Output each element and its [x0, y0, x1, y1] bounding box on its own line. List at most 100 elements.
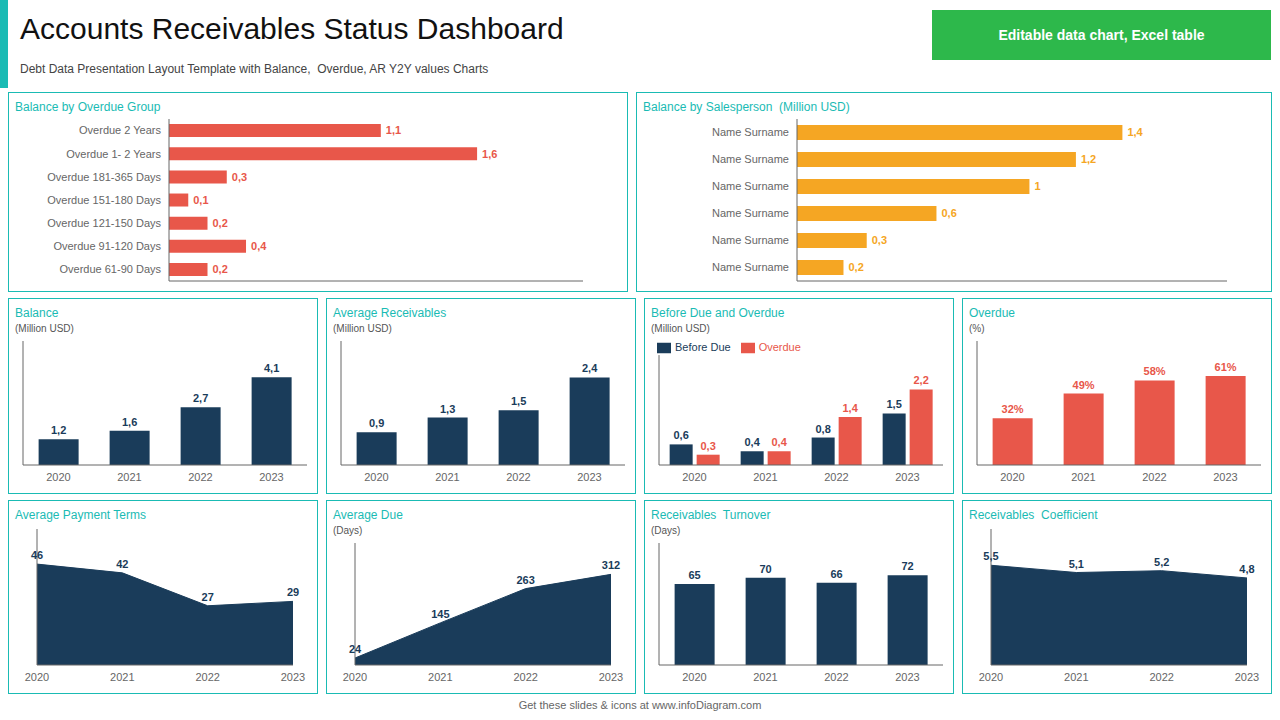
- svg-text:4,1: 4,1: [264, 362, 279, 374]
- svg-text:1,4: 1,4: [1127, 126, 1143, 138]
- svg-text:2020: 2020: [1000, 471, 1024, 483]
- svg-text:Overdue 2 Years: Overdue 2 Years: [79, 124, 161, 136]
- svg-text:2020: 2020: [682, 471, 706, 483]
- svg-text:Overdue 1- 2 Years: Overdue 1- 2 Years: [66, 148, 161, 160]
- svg-text:2021: 2021: [435, 471, 459, 483]
- svg-text:2023: 2023: [1213, 471, 1237, 483]
- svg-text:2021: 2021: [753, 471, 777, 483]
- svg-text:1,6: 1,6: [482, 148, 497, 160]
- svg-text:29: 29: [287, 586, 299, 598]
- svg-text:Name Surname: Name Surname: [712, 234, 789, 246]
- svg-text:Name Surname: Name Surname: [712, 153, 789, 165]
- svg-text:2023: 2023: [895, 671, 919, 683]
- svg-text:0,2: 0,2: [213, 217, 228, 229]
- svg-text:0,4: 0,4: [251, 240, 267, 252]
- html-text:Balance by Overdue Group: Balance by Overdue Group: [15, 100, 161, 114]
- svg-text:1,2: 1,2: [51, 424, 66, 436]
- svg-text:Overdue 181-365 Days: Overdue 181-365 Days: [47, 171, 161, 183]
- svg-text:46: 46: [31, 549, 43, 561]
- svg-text:2,4: 2,4: [582, 362, 598, 374]
- svg-text:0,2: 0,2: [213, 263, 228, 275]
- svg-text:5,5: 5,5: [983, 550, 998, 562]
- svg-text:2021: 2021: [110, 671, 134, 683]
- svg-text:49%: 49%: [1073, 379, 1095, 391]
- svg-text:145: 145: [431, 608, 449, 620]
- svg-text:2020: 2020: [46, 471, 70, 483]
- svg-text:1: 1: [1034, 180, 1040, 192]
- svg-text:2022: 2022: [1142, 471, 1166, 483]
- svg-text:0,6: 0,6: [674, 429, 689, 441]
- svg-text:27: 27: [202, 591, 214, 603]
- html-text:Accounts Receivables Status Da: Accounts Receivables Status Dashboard: [20, 12, 564, 45]
- svg-text:2023: 2023: [259, 471, 283, 483]
- svg-text:2022: 2022: [188, 471, 212, 483]
- svg-text:2021: 2021: [1071, 471, 1095, 483]
- svg-text:0,4: 0,4: [772, 436, 788, 448]
- svg-text:4,8: 4,8: [1239, 563, 1254, 575]
- svg-text:2023: 2023: [1235, 671, 1259, 683]
- svg-text:2020: 2020: [25, 671, 49, 683]
- html-text:Balance: Balance: [15, 306, 59, 320]
- svg-text:1,5: 1,5: [887, 398, 902, 410]
- svg-text:5,2: 5,2: [1154, 556, 1169, 568]
- svg-text:0,9: 0,9: [369, 417, 384, 429]
- html-text:Debt Data Presentation Layout: Debt Data Presentation Layout Template w…: [20, 62, 489, 76]
- svg-text:72: 72: [901, 560, 913, 572]
- svg-text:2022: 2022: [824, 471, 848, 483]
- svg-text:32%: 32%: [1002, 403, 1024, 415]
- svg-text:Name Surname: Name Surname: [712, 207, 789, 219]
- svg-text:Name Surname: Name Surname: [712, 180, 789, 192]
- svg-text:2022: 2022: [195, 671, 219, 683]
- svg-text:1,5: 1,5: [511, 395, 526, 407]
- svg-text:5,1: 5,1: [1069, 558, 1084, 570]
- svg-text:2,2: 2,2: [914, 374, 929, 386]
- html-text:Editable data chart, Excel tab: Editable data chart, Excel table: [998, 27, 1205, 43]
- svg-text:2023: 2023: [895, 471, 919, 483]
- svg-text:2021: 2021: [753, 671, 777, 683]
- svg-text:2021: 2021: [1064, 671, 1088, 683]
- svg-text:1,2: 1,2: [1081, 153, 1096, 165]
- svg-text:Overdue 121-150 Days: Overdue 121-150 Days: [47, 217, 161, 229]
- svg-text:Overdue 151-180 Days: Overdue 151-180 Days: [47, 194, 161, 206]
- svg-text:2023: 2023: [281, 671, 305, 683]
- svg-text:1,3: 1,3: [440, 403, 455, 415]
- svg-text:0,6: 0,6: [941, 207, 956, 219]
- svg-text:0,3: 0,3: [701, 440, 716, 452]
- svg-text:Overdue 61-90 Days: Overdue 61-90 Days: [60, 263, 162, 275]
- svg-text:2021: 2021: [117, 471, 141, 483]
- svg-text:2022: 2022: [506, 471, 530, 483]
- svg-text:61%: 61%: [1215, 361, 1237, 373]
- svg-text:1,4: 1,4: [843, 402, 859, 414]
- svg-text:2,7: 2,7: [193, 392, 208, 404]
- svg-text:42: 42: [116, 558, 128, 570]
- svg-text:0,8: 0,8: [816, 423, 831, 435]
- svg-text:0,4: 0,4: [745, 436, 761, 448]
- svg-text:58%: 58%: [1144, 365, 1166, 377]
- svg-text:Overdue 91-120 Days: Overdue 91-120 Days: [53, 240, 161, 252]
- svg-text:263: 263: [516, 574, 534, 586]
- svg-text:0,3: 0,3: [872, 234, 887, 246]
- svg-text:0,1: 0,1: [193, 194, 208, 206]
- svg-text:70: 70: [759, 563, 771, 575]
- svg-text:2022: 2022: [513, 671, 537, 683]
- svg-text:Name Surname: Name Surname: [712, 261, 789, 273]
- svg-text:66: 66: [830, 568, 842, 580]
- svg-text:2020: 2020: [682, 671, 706, 683]
- svg-text:0,2: 0,2: [848, 261, 863, 273]
- svg-text:2020: 2020: [979, 671, 1003, 683]
- svg-text:2020: 2020: [343, 671, 367, 683]
- html-text:Balance by Salesperson (Millio: Balance by Salesperson (Million USD): [643, 100, 850, 114]
- svg-text:1,6: 1,6: [122, 416, 137, 428]
- svg-text:24: 24: [349, 643, 362, 655]
- svg-text:0,3: 0,3: [232, 171, 247, 183]
- svg-text:2021: 2021: [428, 671, 452, 683]
- svg-text:Name Surname: Name Surname: [712, 126, 789, 138]
- svg-text:1,1: 1,1: [386, 124, 401, 136]
- svg-text:312: 312: [602, 559, 620, 571]
- svg-text:65: 65: [688, 569, 700, 581]
- svg-text:2023: 2023: [577, 471, 601, 483]
- svg-text:2023: 2023: [599, 671, 623, 683]
- svg-text:2022: 2022: [1149, 671, 1173, 683]
- svg-text:2020: 2020: [364, 471, 388, 483]
- svg-text:2022: 2022: [824, 671, 848, 683]
